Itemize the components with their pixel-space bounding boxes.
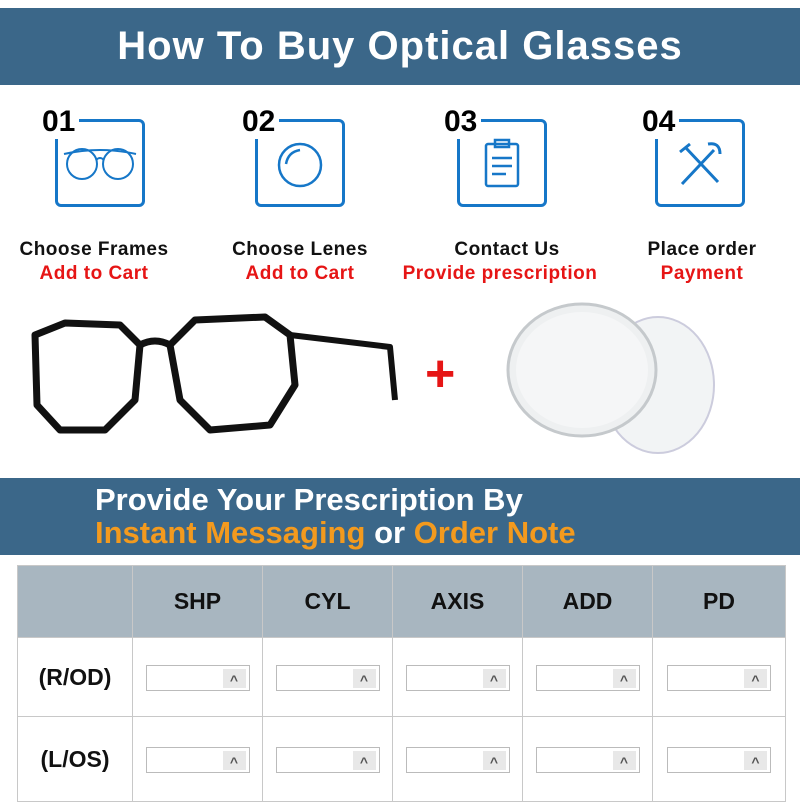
step-action: Payment <box>660 263 744 284</box>
cyl-input-left[interactable]: ^ <box>275 746 380 773</box>
spinner-up-icon[interactable]: ^ <box>482 668 506 688</box>
banner-line: Provide Your Prescription By <box>95 482 523 517</box>
column-header: CYL <box>262 565 393 638</box>
step-title: Contact Us <box>454 239 560 260</box>
lens-icon <box>255 119 345 207</box>
spinner-up-icon[interactable]: ^ <box>222 750 246 770</box>
spinner-up-icon[interactable]: ^ <box>482 750 506 770</box>
step-number: 03 <box>444 105 482 139</box>
table-row: (R/OD) ^ ^ ^ ^ ^ <box>17 637 786 717</box>
cyl-input-right[interactable]: ^ <box>275 664 380 691</box>
column-header: AXIS <box>392 565 523 638</box>
spinner-up-icon[interactable]: ^ <box>744 750 767 770</box>
row-label: (L/OS) <box>17 716 133 802</box>
axis-input-left[interactable]: ^ <box>405 746 510 773</box>
shp-input-right[interactable]: ^ <box>145 664 250 691</box>
add-input-right[interactable]: ^ <box>535 664 640 691</box>
page-title: How To Buy Optical Glasses <box>117 24 683 68</box>
step-number: 01 <box>42 105 80 139</box>
lenses-image <box>506 302 715 454</box>
pd-input-left[interactable]: ^ <box>667 746 771 773</box>
glasses-icon <box>55 119 145 207</box>
step-title: Choose Frames <box>19 239 169 260</box>
order-note-text: Order Note <box>413 515 576 550</box>
clipboard-icon <box>457 119 547 207</box>
step-title: Choose Lenes <box>232 239 368 260</box>
spinner-up-icon[interactable]: ^ <box>612 668 636 688</box>
step-action: Add to Cart <box>245 263 355 284</box>
step-action: Add to Cart <box>39 263 149 284</box>
column-header: ADD <box>522 565 653 638</box>
axis-input-right[interactable]: ^ <box>405 664 510 691</box>
plus-sign: + <box>425 345 456 403</box>
step-title: Place order <box>647 239 757 260</box>
row-label: (R/OD) <box>17 637 133 717</box>
table-row: (L/OS) ^ ^ ^ ^ ^ <box>17 716 786 802</box>
column-header: SHP <box>132 565 263 638</box>
spinner-up-icon[interactable]: ^ <box>222 668 246 688</box>
spinner-up-icon[interactable]: ^ <box>352 750 376 770</box>
column-header: PD <box>652 565 786 638</box>
spinner-up-icon[interactable]: ^ <box>744 668 767 688</box>
spinner-up-icon[interactable]: ^ <box>612 750 636 770</box>
step-number: 02 <box>242 105 280 139</box>
tools-icon <box>655 119 745 207</box>
glasses-frame-image <box>31 313 398 434</box>
title-banner: How To Buy Optical Glasses <box>0 8 800 85</box>
empty-header <box>17 565 133 638</box>
add-input-left[interactable]: ^ <box>535 746 640 773</box>
step-action: Provide prescription <box>402 263 598 284</box>
shp-input-left[interactable]: ^ <box>145 746 250 773</box>
instant-messaging-text: Instant Messaging <box>95 515 366 550</box>
prescription-table: SHP CYL AXIS ADD PD (R/OD) ^ ^ ^ ^ ^ (L/… <box>17 565 786 802</box>
pd-input-right[interactable]: ^ <box>667 664 771 691</box>
prescription-banner: Provide Your Prescription By Instant Mes… <box>0 478 800 555</box>
step-number: 04 <box>642 105 680 139</box>
spinner-up-icon[interactable]: ^ <box>352 668 376 688</box>
or-text: or <box>374 515 406 550</box>
